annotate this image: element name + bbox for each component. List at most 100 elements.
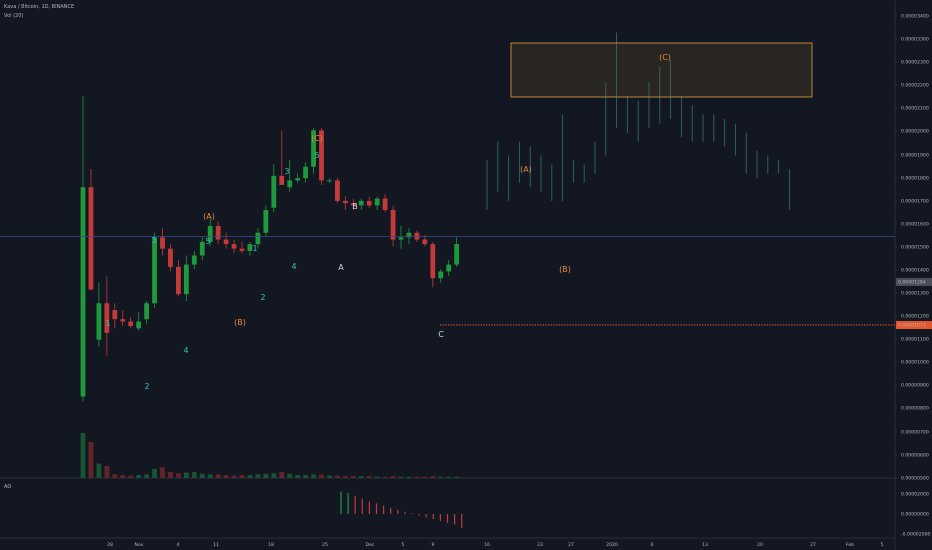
price-tick-label: 0.00003400: [901, 14, 929, 20]
time-tick-label: 11: [213, 542, 219, 548]
candle-body: [239, 248, 245, 251]
candle-body: [295, 178, 301, 181]
volume-bar: [176, 473, 181, 478]
candle-body: [422, 239, 428, 245]
candle-body: [176, 266, 181, 295]
volume-bar: [247, 475, 253, 478]
symbol-title: Kava / Bitcoin, 1D, BINANCE: [4, 4, 75, 10]
price-tick-label: 0.00001400: [901, 268, 929, 274]
wave-label: 1: [252, 244, 257, 253]
wave-label: (A): [520, 165, 532, 174]
time-tick-label: 4: [177, 542, 180, 548]
price-tick-label: 0.00000900: [901, 383, 929, 389]
candle-body: [223, 239, 229, 245]
ao-bar: [425, 514, 427, 518]
wave-label: 5: [205, 237, 210, 246]
support-price-label: 0.00001073: [898, 323, 926, 329]
ao-bar: [368, 501, 370, 514]
time-tick-label: 27: [810, 542, 816, 548]
price-tick-label: 0.00001900: [901, 153, 929, 159]
candle-body: [199, 241, 205, 256]
price-tick-label: 0.00001200: [901, 314, 929, 320]
price-tick-label: 0.00002100: [901, 106, 929, 112]
ao-bar: [361, 498, 363, 514]
wave-label: 3: [151, 236, 156, 245]
candle-body: [88, 187, 94, 290]
time-tick-label: 2020: [606, 542, 618, 548]
current-price-label: 0.00001284: [898, 280, 926, 286]
time-tick-label: Feb: [846, 542, 854, 548]
candle-body: [335, 180, 340, 201]
volume-bar: [358, 476, 364, 478]
ao-bar: [390, 507, 392, 514]
time-tick-label: 5: [881, 542, 884, 548]
volume-bar: [430, 476, 436, 478]
ao-legend: AO: [4, 484, 12, 490]
candle-body: [263, 210, 269, 233]
price-tick-label: 0.00000600: [901, 453, 929, 459]
target-zone-box: [510, 42, 813, 98]
candle-body: [342, 200, 348, 204]
wave-label: 4: [183, 346, 188, 355]
overlays: 0.00001284 0.00001073 (C): [0, 42, 932, 329]
wave-label: (B): [559, 265, 571, 274]
volume-bar: [350, 476, 356, 478]
volume-bar: [152, 469, 157, 478]
volume-bar: [263, 473, 269, 478]
volume-bar: [255, 474, 261, 478]
candle-body: [319, 130, 324, 181]
wave-label: C: [438, 330, 444, 339]
candle-body: [438, 271, 444, 279]
price-tick-label: 0.00000800: [901, 406, 929, 412]
volume-bar: [96, 463, 102, 478]
volume-bar: [438, 476, 444, 478]
candle-body: [382, 198, 388, 210]
candle-body: [136, 321, 142, 329]
candle-body: [366, 200, 372, 206]
ao-bar: [446, 514, 449, 523]
candle-body: [247, 244, 253, 251]
ao-bar: [347, 493, 349, 514]
candle-body: [279, 175, 285, 185]
wave-labels: 1 2 3 4 5 (A) (B) 1 2 3 4 5 (C) A B C (A) (B): [105, 134, 570, 391]
axes: 0.00003400 0.00003300 0.00002300 0.00002200…: [107, 14, 930, 548]
time-tick-label: 23: [537, 542, 543, 548]
volume-bars: [80, 433, 460, 478]
time-tick-label: 20: [757, 542, 763, 548]
ao-tick-label: 0.00002000: [901, 492, 929, 498]
wave-label: 2: [260, 293, 265, 302]
ao-bar: [411, 513, 413, 514]
volume-bar: [366, 476, 372, 478]
candle-body: [80, 187, 86, 397]
candle-body: [215, 225, 221, 240]
wave-label: 1: [105, 319, 110, 328]
ao-bar: [354, 495, 356, 514]
volume-bar: [382, 476, 388, 478]
candle-body: [358, 200, 364, 206]
ao-bar: [397, 509, 399, 514]
wave-label: (C): [311, 134, 323, 143]
target-zone-label: (C): [659, 53, 671, 62]
price-tick-label: 0.00001500: [901, 245, 929, 251]
candle-body: [96, 303, 102, 340]
wave-label: (A): [203, 212, 215, 221]
time-tick-label: 16: [484, 542, 490, 548]
volume-bar: [327, 475, 332, 478]
volume-bar: [422, 476, 428, 478]
time-tick-label: 6: [651, 542, 654, 548]
ao-bar: [454, 514, 456, 525]
volume-bar: [295, 475, 301, 478]
wave-label: (B): [234, 318, 246, 327]
candle-body: [160, 237, 165, 249]
volume-bar: [199, 473, 205, 478]
volume-bar: [414, 476, 420, 478]
candle-body: [128, 321, 134, 327]
time-tick-label: 9: [432, 542, 435, 548]
volume-bar: [335, 475, 340, 478]
time-tick-label: 25: [322, 542, 328, 548]
candle-body: [120, 319, 126, 322]
candle-body: [398, 237, 404, 240]
price-tick-label: 0.00001000: [901, 360, 929, 366]
candle-body: [374, 198, 380, 206]
